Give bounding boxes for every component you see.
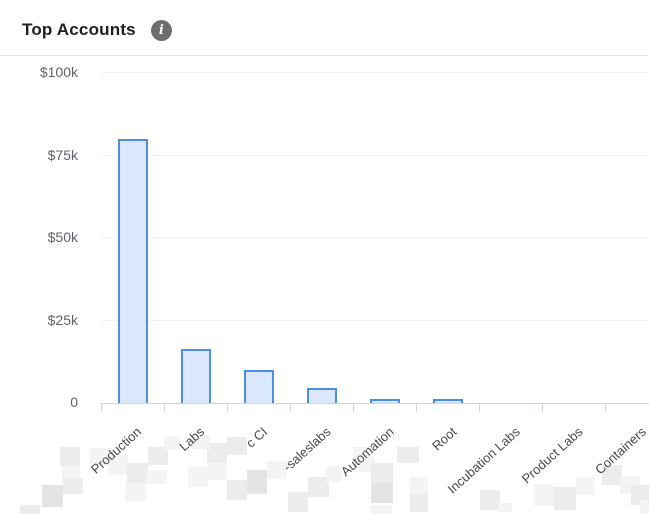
redaction-mosaic: [498, 503, 512, 512]
redaction-mosaic: [576, 477, 594, 495]
card-header: Top Accounts i: [22, 17, 172, 43]
redaction-mosaic: [63, 478, 83, 494]
redaction-mosaic: [148, 447, 168, 465]
redaction-mosaic: [534, 484, 554, 506]
redaction-mosaic: [288, 492, 308, 512]
y-tick-label: 0: [70, 394, 78, 410]
redaction-mosaic: [227, 437, 247, 455]
x-axis-tick: [290, 403, 291, 412]
redaction-mosaic: [20, 505, 40, 514]
redaction-mosaic: [188, 467, 208, 487]
redaction-mosaic: [602, 465, 622, 485]
redaction-mosaic: [371, 463, 393, 483]
redaction-mosaic: [308, 477, 329, 497]
bar-labs[interactable]: [180, 348, 211, 403]
x-axis-tick: [416, 403, 417, 412]
x-axis-tick: [542, 403, 543, 412]
redaction-mosaic: [640, 500, 649, 514]
redaction-mosaic: [397, 447, 419, 463]
x-axis-tick: [101, 403, 102, 412]
x-axis-tick: [353, 403, 354, 412]
redaction-mosaic: [207, 443, 227, 463]
redaction-mosaic: [480, 490, 500, 510]
bar-production[interactable]: [117, 139, 148, 403]
redaction-mosaic: [125, 483, 146, 501]
x-axis-label-labs: Labs: [176, 424, 208, 455]
header-divider: [0, 55, 649, 56]
redaction-mosaic: [164, 436, 180, 450]
x-axis-label-c-ci: c CI: [243, 424, 271, 451]
bar-c-ci[interactable]: [243, 370, 274, 403]
y-tick-label: $75k: [47, 146, 78, 163]
redaction-mosaic: [108, 455, 128, 475]
redaction-mosaic: [227, 480, 247, 500]
x-axis-tick: [164, 403, 165, 412]
redaction-mosaic: [410, 477, 428, 494]
redaction-mosaic: [267, 461, 287, 479]
info-icon[interactable]: i: [150, 19, 172, 41]
x-axis-line: [101, 403, 649, 404]
x-axis-tick: [605, 403, 606, 412]
gridline: [101, 237, 649, 238]
y-tick-label: $25k: [47, 311, 78, 328]
bar-automation[interactable]: [369, 399, 400, 403]
bar-saleslabs[interactable]: [306, 388, 337, 403]
info-icon-glyph: i: [158, 22, 164, 38]
redaction-mosaic: [146, 470, 167, 484]
redaction-mosaic: [554, 487, 576, 510]
redaction-mosaic: [353, 447, 375, 472]
redaction-mosaic: [371, 483, 393, 503]
redaction-mosaic: [370, 505, 392, 514]
x-axis-tick: [479, 403, 480, 412]
gridline: [101, 154, 649, 156]
y-tick-label: $100k: [39, 64, 78, 80]
bar-root[interactable]: [432, 398, 463, 403]
redaction-mosaic: [62, 462, 80, 478]
redaction-mosaic: [410, 494, 428, 512]
gridline: [101, 72, 649, 73]
y-tick-label: $50k: [47, 229, 78, 245]
top-accounts-bar-chart: $100k $75k $50k $25k 0 Production Labs c…: [0, 56, 649, 514]
redaction-mosaic: [207, 463, 227, 480]
redaction-mosaic: [192, 435, 210, 449]
redaction-mosaic: [247, 470, 267, 494]
redaction-mosaic: [127, 463, 148, 483]
gridline: [101, 319, 649, 321]
redaction-mosaic: [326, 466, 342, 482]
redaction-mosaic: [60, 447, 80, 466]
x-axis-label-root: Root: [429, 424, 460, 454]
x-axis-tick: [227, 403, 228, 412]
page-title: Top Accounts: [22, 20, 136, 39]
redaction-mosaic: [42, 485, 63, 507]
